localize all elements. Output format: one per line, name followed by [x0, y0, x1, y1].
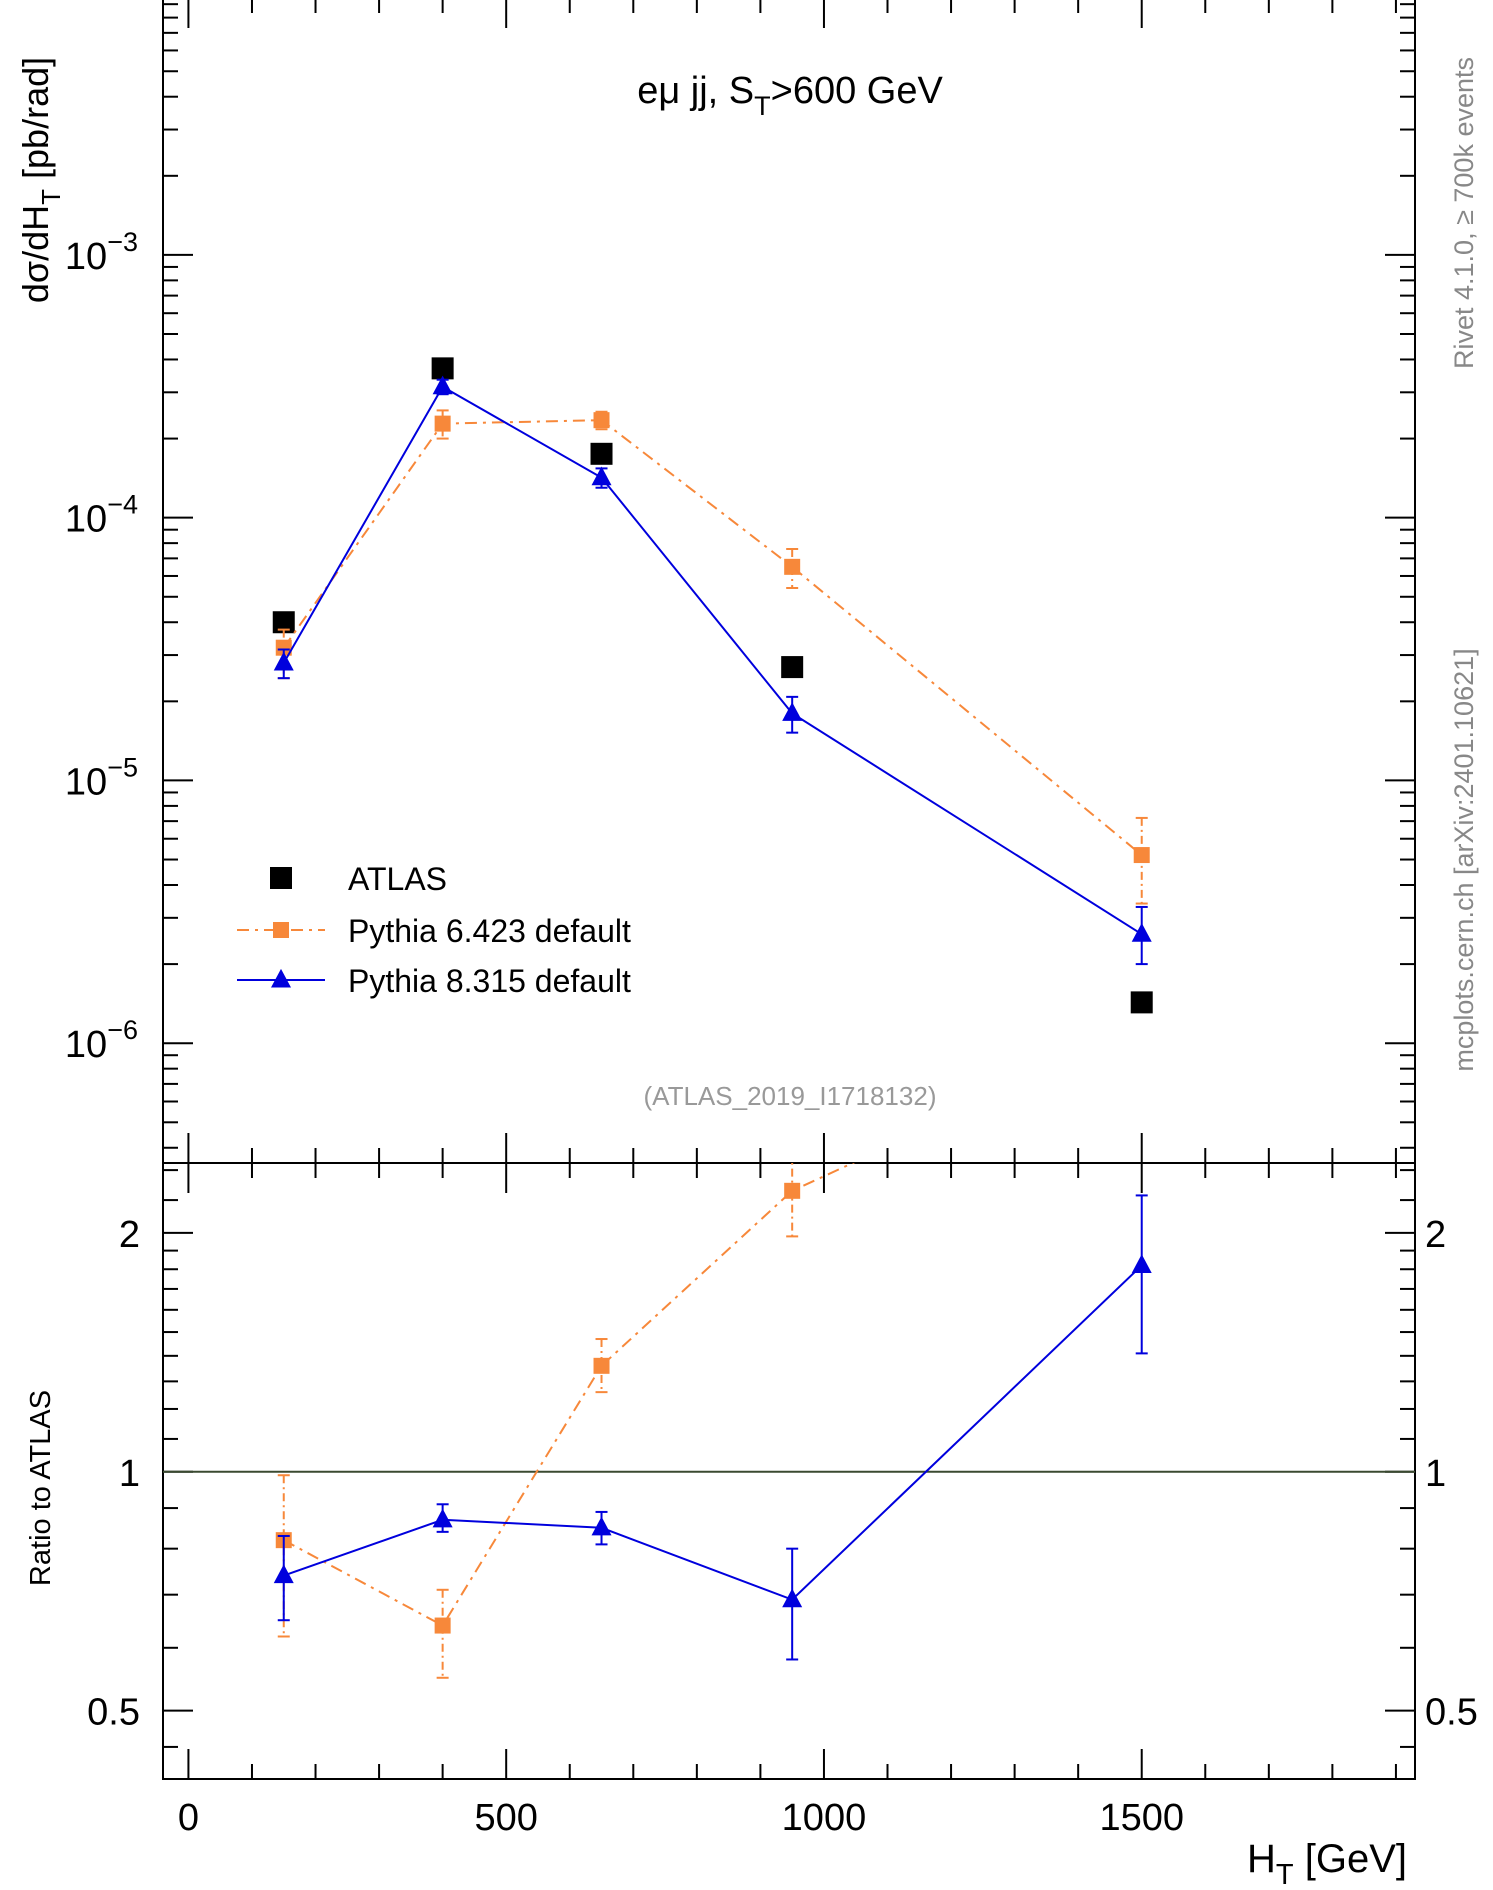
chart-title: eμ jj, ST>600 GeV — [637, 70, 943, 121]
legend-label: Pythia 6.423 default — [348, 913, 631, 949]
ratio-line-1 — [283, 1163, 856, 1627]
y-tick-label-ratio-right: 2 — [1425, 1214, 1446, 1256]
data-point — [781, 656, 804, 679]
ratio-point — [1134, 1022, 1150, 1038]
y-tick-label-ratio-right: 0.5 — [1425, 1692, 1478, 1734]
y-tick-label-main: 10−3 — [65, 227, 138, 278]
ratio-point — [782, 1588, 803, 1608]
data-point — [1130, 991, 1153, 1014]
ratio-point — [591, 1516, 612, 1536]
ratio-point — [273, 1564, 294, 1584]
y-tick-label-ratio: 2 — [119, 1214, 140, 1256]
x-tick-label: 500 — [474, 1797, 537, 1839]
y-tick-label-main: 10−6 — [65, 1015, 138, 1066]
x-tick-label: 1500 — [1099, 1797, 1184, 1839]
x-tick-label: 0 — [178, 1797, 199, 1839]
y-tick-label-ratio: 1 — [119, 1453, 140, 1495]
data-point — [431, 357, 454, 380]
data-point — [432, 375, 453, 395]
y-axis-label-main: dσ/dHT [pb/rad] — [15, 57, 66, 303]
legend-label: Pythia 8.315 default — [348, 963, 631, 999]
data-point — [591, 466, 612, 486]
x-axis-label: HT [GeV] — [1247, 1837, 1407, 1890]
legend-marker — [273, 922, 289, 938]
y-tick-label-ratio: 0.5 — [87, 1692, 140, 1734]
data-point — [272, 611, 295, 634]
ratio-point — [593, 1357, 610, 1374]
data-point — [434, 415, 451, 432]
data-point — [590, 442, 613, 465]
side-label-bottom: mcplots.cern.ch [arXiv:2401.10621] — [1449, 648, 1479, 1071]
ratio-point — [1131, 1254, 1152, 1273]
data-point — [1131, 922, 1152, 942]
data-point — [1133, 847, 1150, 864]
data-point — [275, 639, 292, 656]
main-plot-series — [272, 357, 1153, 1014]
ratio-point — [432, 1508, 453, 1528]
analysis-label: (ATLAS_2019_I1718132) — [644, 1081, 937, 1111]
side-label-top: Rivet 4.1.0, ≥ 700k events — [1449, 57, 1479, 369]
y-tick-label-ratio-right: 1 — [1425, 1453, 1446, 1495]
ratio-point — [434, 1617, 451, 1634]
tick-labels: 0 500 1000 1500 10−3 10−4 10−5 10−6 2 2 1 1 0.5 0.5 — [65, 227, 1478, 1839]
y-tick-label-main: 10−5 — [65, 752, 138, 803]
legend: ATLAS Pythia 6.423 default Pythia 8.315 de… — [237, 861, 631, 999]
data-point — [782, 702, 803, 721]
data-point — [784, 558, 801, 575]
y-tick-label-main: 10−4 — [65, 490, 138, 541]
series-line-1 — [282, 419, 1143, 856]
data-point — [273, 651, 294, 671]
legend-marker — [270, 867, 292, 889]
y-axis-label-ratio: Ratio to ATLAS — [25, 1390, 57, 1586]
legend-label: ATLAS — [348, 861, 447, 897]
ratio-plot-series — [163, 1022, 1415, 1679]
ratio-line-2 — [283, 1264, 1143, 1601]
series-line-2 — [282, 385, 1143, 936]
legend-marker — [271, 968, 291, 988]
x-tick-label: 1000 — [782, 1797, 867, 1839]
data-point — [593, 412, 610, 429]
ratio-point — [784, 1182, 801, 1199]
